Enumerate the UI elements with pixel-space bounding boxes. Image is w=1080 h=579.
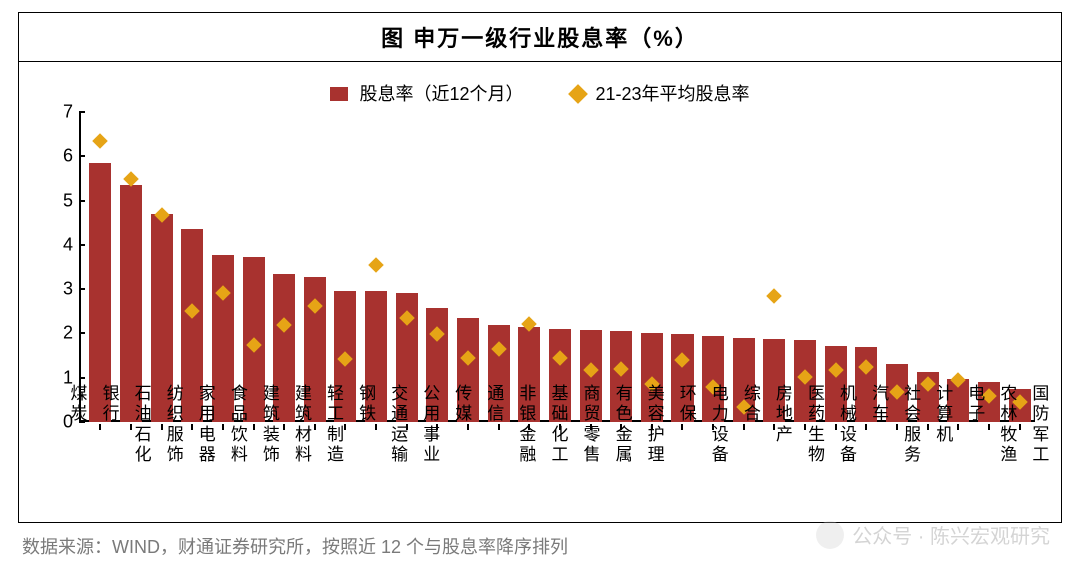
legend-bar-label: 股息率（近12个月）	[359, 84, 523, 104]
bar-column	[545, 112, 576, 422]
y-tick	[79, 332, 85, 334]
x-label: 有色金属	[608, 384, 640, 466]
x-label: 非银金融	[512, 384, 544, 466]
bar-column	[974, 112, 1005, 422]
y-tick	[79, 200, 85, 202]
bar-column	[85, 112, 116, 422]
x-label: 电力设备	[704, 384, 736, 466]
x-label: 纺织服饰	[159, 384, 191, 466]
y-tick-label: 7	[63, 102, 73, 123]
x-label: 石油石化	[127, 384, 159, 466]
legend: 股息率（近12个月） 21-23年平均股息率	[41, 80, 1039, 106]
legend-bar-swatch	[330, 87, 348, 101]
x-label: 环保	[672, 384, 704, 466]
bar-column	[299, 112, 330, 422]
x-label: 食品饮料	[223, 384, 255, 466]
bar-column	[391, 112, 422, 422]
x-label: 国防军工	[1025, 384, 1057, 466]
x-label: 汽车	[865, 384, 897, 466]
chart-title: 图 申万一级行业股息率（%）	[381, 26, 699, 51]
bar-column	[514, 112, 545, 422]
bar-column	[882, 112, 913, 422]
x-label: 综合	[736, 384, 768, 466]
bar-column	[759, 112, 790, 422]
x-label: 医药生物	[800, 384, 832, 466]
bar-column	[208, 112, 239, 422]
bar-column	[453, 112, 484, 422]
x-label: 交通运输	[384, 384, 416, 466]
legend-diamond-swatch	[568, 84, 588, 104]
y-tick	[79, 111, 85, 113]
bar-column	[116, 112, 147, 422]
x-label: 农林牧渔	[993, 384, 1025, 466]
bar-column	[637, 112, 668, 422]
bar-column	[238, 112, 269, 422]
x-label: 建筑装饰	[255, 384, 287, 466]
bar-column	[698, 112, 729, 422]
x-label: 银行	[95, 384, 127, 466]
x-label: 传媒	[448, 384, 480, 466]
plot-area: 01234567	[41, 112, 1039, 422]
x-label: 建筑材料	[287, 384, 319, 466]
source-line: 数据来源：WIND，财通证券研究所，按照近 12 个与股息率降序排列	[22, 533, 1062, 559]
bar-column	[177, 112, 208, 422]
diamond-marker	[767, 288, 783, 304]
bars-container	[85, 112, 1035, 422]
bar-column	[330, 112, 361, 422]
bar-column	[667, 112, 698, 422]
y-tick-label: 5	[63, 190, 73, 211]
title-row: 图 申万一级行业股息率（%）	[19, 13, 1061, 62]
x-label: 基础化工	[544, 384, 576, 466]
x-label: 电子	[961, 384, 993, 466]
y-tick	[79, 377, 85, 379]
x-label: 煤炭	[63, 384, 95, 466]
y-tick-label: 3	[63, 279, 73, 300]
y-tick-label: 2	[63, 323, 73, 344]
bar-column	[851, 112, 882, 422]
x-label: 通信	[480, 384, 512, 466]
bar-column	[790, 112, 821, 422]
bar-column	[269, 112, 300, 422]
y-tick-label: 6	[63, 146, 73, 167]
bar-column	[728, 112, 759, 422]
x-label: 社会服务	[897, 384, 929, 466]
x-label: 轻工制造	[320, 384, 352, 466]
bar-column	[1004, 112, 1035, 422]
x-label: 钢铁	[352, 384, 384, 466]
x-label: 公用事业	[416, 384, 448, 466]
chart-frame: 图 申万一级行业股息率（%） 股息率（近12个月） 21-23年平均股息率 01…	[18, 12, 1062, 523]
x-labels: 煤炭银行石油石化纺织服饰家用电器食品饮料建筑装饰建筑材料轻工制造钢铁交通运输公用…	[63, 384, 1057, 466]
chart-box: 股息率（近12个月） 21-23年平均股息率 01234567 煤炭银行石油石化…	[19, 62, 1061, 522]
legend-diamond-label: 21-23年平均股息率	[596, 84, 750, 104]
y-tick	[79, 155, 85, 157]
bar-column	[943, 112, 974, 422]
figure-container: 图 申万一级行业股息率（%） 股息率（近12个月） 21-23年平均股息率 01…	[0, 0, 1080, 579]
y-tick	[79, 288, 85, 290]
bar-column	[146, 112, 177, 422]
y-tick	[79, 244, 85, 246]
x-label: 计算机	[929, 384, 961, 466]
x-label: 房地产	[768, 384, 800, 466]
diamond-marker	[368, 257, 384, 273]
x-label: 商贸零售	[576, 384, 608, 466]
y-axis-line	[79, 112, 81, 422]
bar-column	[820, 112, 851, 422]
y-tick-label: 4	[63, 234, 73, 255]
bar-column	[361, 112, 392, 422]
x-label: 家用电器	[191, 384, 223, 466]
bar-column	[912, 112, 943, 422]
bar-column	[606, 112, 637, 422]
bar-column	[422, 112, 453, 422]
bar-column	[483, 112, 514, 422]
x-label: 机械设备	[833, 384, 865, 466]
x-label: 美容护理	[640, 384, 672, 466]
bar-column	[575, 112, 606, 422]
diamond-marker	[93, 133, 109, 149]
y-axis: 01234567	[41, 112, 79, 422]
